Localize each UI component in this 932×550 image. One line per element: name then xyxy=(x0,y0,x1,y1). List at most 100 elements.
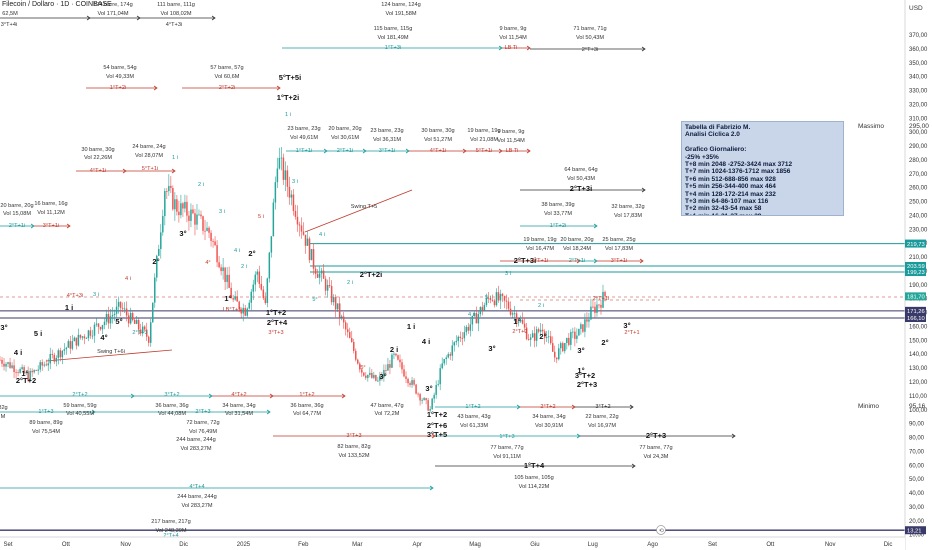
candle-body xyxy=(338,303,341,318)
candle-body xyxy=(258,271,261,284)
candle-body xyxy=(33,370,35,373)
cycle-segments-layer xyxy=(0,15,736,544)
time-axis-label: Apr xyxy=(412,542,421,548)
cycle-annotation-label: 2° xyxy=(152,257,159,266)
candle-body xyxy=(63,349,66,351)
cycle-annotation-label: 47 barre, 47g xyxy=(370,403,403,409)
time-axis-label: Ago xyxy=(647,542,658,548)
candle-body xyxy=(387,364,389,371)
candle-body xyxy=(515,313,518,323)
candle-body xyxy=(170,185,172,188)
cycle-annotation-label: 1° xyxy=(513,317,520,326)
time-axis-label: Lug xyxy=(588,542,598,548)
candle-body xyxy=(429,409,431,411)
price-badge xyxy=(905,268,926,277)
cycle-range-arrowhead xyxy=(629,404,634,410)
candle-body xyxy=(178,211,180,216)
cycle-annotation-label: 59 barre, 59g xyxy=(63,403,96,409)
candle-body xyxy=(270,236,273,253)
candle-body xyxy=(17,372,19,374)
price-tick-label: 340,00 xyxy=(909,75,928,81)
cycle-annotation-label: Vol 17,83M xyxy=(614,213,642,219)
cycle-range-arrowhead xyxy=(211,15,216,21)
candle-body xyxy=(531,333,534,338)
candle-body xyxy=(495,292,498,306)
price-tick-label: 320,00 xyxy=(909,102,928,108)
cycle-annotation-label: 3° xyxy=(488,344,495,353)
cycle-annotation-label: 30 barre, 30g xyxy=(421,128,454,134)
price-badge-label: 203,59 xyxy=(907,264,925,270)
candle-body xyxy=(529,337,532,340)
cycle-range-arrowhead xyxy=(341,393,346,399)
price-badge xyxy=(905,314,926,323)
cycle-annotation-label: 64 barre, 64g xyxy=(564,167,597,173)
cycle-annotation-label: Vol 61,33M xyxy=(460,423,488,429)
candle-body xyxy=(437,384,439,386)
price-tick-label: 50,00 xyxy=(909,477,925,483)
candle-body xyxy=(69,341,72,349)
candle-body xyxy=(214,241,216,246)
candle-body xyxy=(328,284,331,286)
candle-body xyxy=(65,347,68,350)
candle-body xyxy=(206,227,208,231)
candle-body xyxy=(505,300,508,302)
max-value: 295,00 xyxy=(909,123,929,130)
candle-body xyxy=(521,319,524,324)
candle-body xyxy=(246,308,248,316)
candle-body xyxy=(226,274,228,282)
candle-body xyxy=(525,327,528,340)
price-tick-label: 20,00 xyxy=(909,519,925,525)
price-tick-label: 70,00 xyxy=(909,449,925,455)
candle-body xyxy=(419,394,421,401)
price-tick-label: 140,00 xyxy=(909,352,928,358)
cycle-range-arrowhead xyxy=(276,85,281,91)
price-axis[interactable]: USD 370,00 360,00 350,00 340,00 330,00 320,00… xyxy=(858,0,932,550)
candle-body xyxy=(568,337,570,345)
candle-body xyxy=(592,306,594,308)
cycle-annotation-label: 2 i xyxy=(347,280,353,286)
cycle-annotation-label: 2 i xyxy=(241,264,247,270)
candle-body xyxy=(314,268,317,274)
cycle-range-arrowhead xyxy=(171,168,176,174)
candle-body xyxy=(361,369,363,373)
candle-body xyxy=(242,307,244,314)
cycle-annotation-label: 4°T+1i xyxy=(430,148,446,154)
cycle-table-line xyxy=(685,139,840,146)
cycle-annotation-label: 24 barre, 24g xyxy=(132,144,165,150)
candle-body xyxy=(220,267,222,272)
time-axis[interactable]: Set Ott Nov Dic 2025 Feb Mar Apr Mag Giu Lug Ago Set… xyxy=(0,536,905,550)
cycle-annotation-label: Swing T+5 xyxy=(351,204,377,210)
candle-body xyxy=(15,371,17,373)
candle-body xyxy=(393,353,395,355)
time-axis-label: Set xyxy=(3,542,12,548)
candle-body xyxy=(316,273,319,278)
candle-body xyxy=(218,262,220,268)
cycle-annotation-label: Vol 191,58M xyxy=(385,11,416,17)
candle-body xyxy=(334,297,337,310)
candle-body xyxy=(576,335,578,339)
candle-body xyxy=(336,303,339,310)
candle-body xyxy=(566,337,568,344)
cycle-annotation-label: 5 i xyxy=(258,214,264,220)
candle-body xyxy=(154,277,156,303)
candle-body xyxy=(449,354,451,356)
cycle-annotation-label: 4°T+2 xyxy=(231,392,246,398)
cycle-annotation-label: 1 i xyxy=(407,322,415,331)
candle-body xyxy=(228,274,230,288)
time-axis-bg xyxy=(0,537,905,550)
cycle-annotation-label: 3°T+5 xyxy=(427,430,447,439)
cycle-annotation-label: 3°T+2 xyxy=(595,404,610,410)
cycle-annotation-label: Vol 171,04M xyxy=(97,11,128,17)
price-badge-label: 219,73 xyxy=(907,242,925,248)
candle-body xyxy=(294,210,297,217)
cycle-annotation-label: 5 i xyxy=(485,295,491,301)
candle-body xyxy=(580,324,582,329)
candle-body xyxy=(407,378,409,384)
candle-body xyxy=(425,398,427,401)
candle-body xyxy=(196,214,198,225)
cycle-table-line: T+5 min 256-344-400 max 464 xyxy=(685,183,776,191)
price-badge-label: 13,21 xyxy=(907,528,922,534)
candle-body xyxy=(348,332,351,339)
go-to-date-button[interactable]: ⟲ xyxy=(656,525,666,535)
